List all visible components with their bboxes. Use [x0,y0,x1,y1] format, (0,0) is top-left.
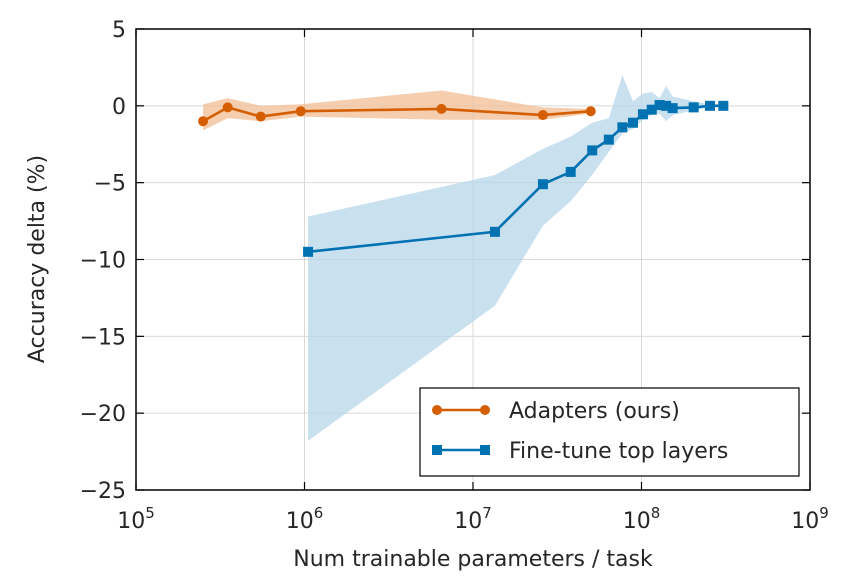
legend-marker [432,445,442,455]
series-markers [198,100,729,257]
data-point [654,100,665,111]
x-tick-label: 109 [791,504,829,534]
x-tick-base: 10 [791,509,819,534]
legend-marker [432,405,442,415]
x-tick-base: 10 [117,509,145,534]
series-band [308,75,724,441]
data-point [667,103,678,114]
y-tick-label: −20 [80,402,126,427]
data-point [718,100,729,111]
x-tick-exponent: 9 [819,504,829,522]
data-point [661,100,672,111]
data-point [537,179,548,190]
data-point [303,246,314,257]
data-point [436,103,447,114]
x-tick-label: 107 [454,504,492,534]
y-tick-label: 0 [112,95,126,120]
y-tick-label: −15 [80,325,126,350]
data-point [489,226,500,237]
data-point [637,109,648,120]
y-tick-label: −10 [80,249,126,274]
legend-label: Fine-tune top layers [509,439,728,464]
data-point [705,100,716,111]
x-tick-exponent: 6 [314,504,324,522]
y-tick-label: 5 [112,18,126,43]
data-point [688,102,699,113]
legend: Adapters (ours) Fine-tune top layers [419,387,800,477]
data-point [585,106,596,117]
data-point [603,134,614,145]
data-point [617,122,628,133]
data-point [565,166,576,177]
x-tick-base: 10 [286,509,314,534]
x-tick-label: 108 [623,504,661,534]
legend-marker [480,445,490,455]
data-point [537,110,548,121]
legend-marker [480,405,490,415]
x-tick-base: 10 [623,509,651,534]
confidence-bands [203,75,724,441]
x-axis-label: Num trainable parameters / task [293,547,653,572]
x-tick-exponent: 7 [482,504,492,522]
x-tick-base: 10 [454,509,482,534]
x-tick-label: 105 [117,504,155,534]
y-tick-label: −25 [80,479,126,504]
x-tick-exponent: 8 [651,504,661,522]
x-tick-label: 106 [286,504,324,534]
data-point [255,111,266,122]
legend-box [419,387,800,477]
x-tick-exponent: 5 [145,504,155,522]
y-axis-label: Accuracy delta (%) [25,155,50,363]
data-point [646,104,657,115]
y-tick-label: −5 [94,172,126,197]
data-point [295,106,306,117]
data-point [587,145,598,156]
legend-label: Adapters (ours) [509,399,680,424]
data-point [222,102,233,113]
data-point [627,117,638,128]
data-point [198,116,209,127]
